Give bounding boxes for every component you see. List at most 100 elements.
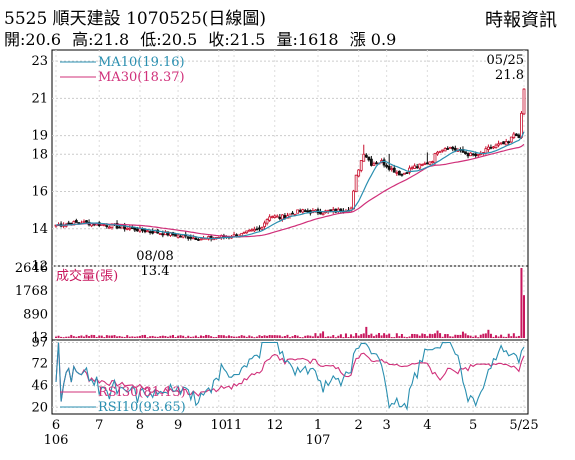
volume-bar bbox=[395, 333, 398, 338]
volume-bar bbox=[128, 336, 131, 338]
volume-bar bbox=[360, 334, 363, 338]
volume-bar bbox=[253, 337, 256, 339]
x-tick-label: 7 bbox=[95, 418, 103, 433]
volume-bar bbox=[324, 336, 327, 338]
candle-body bbox=[471, 153, 475, 156]
volume-bar bbox=[352, 336, 355, 338]
candle-body bbox=[385, 164, 389, 168]
volume-bar bbox=[205, 334, 208, 338]
volume-bar bbox=[108, 335, 111, 338]
volume-bar bbox=[520, 268, 523, 338]
candle-body bbox=[486, 146, 490, 150]
candle-body bbox=[497, 143, 500, 146]
candle-body bbox=[387, 165, 391, 170]
candle-body bbox=[118, 226, 121, 229]
volume-bar bbox=[156, 336, 159, 338]
volume-bar bbox=[334, 337, 337, 339]
volume-bar bbox=[413, 334, 416, 338]
volume-bar bbox=[169, 335, 172, 338]
candle-body bbox=[161, 233, 165, 236]
candle-body bbox=[520, 112, 523, 138]
x-tick-label: 3 bbox=[383, 418, 391, 433]
volume-bar bbox=[60, 336, 63, 338]
volume-bar bbox=[289, 337, 291, 339]
volume-bar bbox=[517, 335, 520, 338]
candle-body bbox=[108, 226, 111, 229]
volume-bar bbox=[370, 333, 373, 338]
price-tick-label: 19 bbox=[31, 129, 48, 144]
rsi30-line bbox=[55, 342, 525, 402]
candle-body bbox=[390, 168, 394, 171]
candle-body bbox=[181, 234, 185, 238]
volume-bar bbox=[472, 336, 475, 338]
volume-bar bbox=[304, 335, 307, 338]
candle-body bbox=[408, 167, 411, 173]
volume-bar bbox=[177, 335, 180, 338]
volume-bar bbox=[357, 335, 360, 338]
volume-bar bbox=[126, 335, 129, 338]
volume-bar bbox=[299, 337, 302, 339]
quote-high: 高:21.8 bbox=[72, 30, 130, 49]
volume-bar bbox=[100, 335, 103, 338]
candle-body bbox=[74, 220, 78, 223]
volume-bar bbox=[273, 335, 276, 338]
rsi-tick-label: 20 bbox=[31, 400, 48, 415]
low-value-label: 13.4 bbox=[141, 264, 170, 279]
candle-body bbox=[418, 163, 422, 169]
volume-bar bbox=[456, 334, 459, 338]
volume-bar bbox=[436, 330, 439, 338]
volume-bar bbox=[319, 333, 322, 338]
candle-body bbox=[372, 163, 376, 166]
volume-bar bbox=[408, 336, 411, 338]
volume-bar bbox=[383, 333, 386, 338]
volume-bar bbox=[444, 334, 447, 338]
ma30-line bbox=[55, 143, 525, 238]
volume-bar bbox=[215, 336, 218, 338]
volume-bar bbox=[515, 336, 518, 338]
volume-bar bbox=[103, 337, 106, 339]
volume-bar bbox=[474, 335, 477, 338]
volume-bar bbox=[57, 335, 60, 338]
volume-bar bbox=[316, 336, 319, 338]
volume-bar bbox=[479, 334, 482, 338]
candle-body bbox=[364, 154, 368, 158]
candle-body bbox=[250, 229, 254, 232]
volume-bar bbox=[510, 336, 513, 338]
candle-body bbox=[438, 150, 442, 153]
candle-body bbox=[423, 163, 427, 165]
source-label: 時報資訊 bbox=[485, 10, 557, 31]
candle-body bbox=[130, 227, 134, 229]
candle-body bbox=[484, 148, 488, 154]
volume-bar bbox=[72, 336, 75, 338]
volume-bar bbox=[189, 336, 192, 338]
volume-bar bbox=[164, 335, 167, 338]
volume-bar bbox=[378, 333, 381, 338]
candle-body bbox=[158, 233, 162, 235]
volume-bar bbox=[187, 335, 190, 338]
volume-bar bbox=[380, 335, 383, 338]
candle-body bbox=[280, 214, 284, 220]
volume-bar bbox=[121, 336, 124, 338]
volume-bar bbox=[77, 336, 80, 338]
volume-bar bbox=[55, 336, 57, 338]
volume-bar bbox=[464, 333, 467, 338]
candle-body bbox=[125, 227, 129, 230]
volume-bar bbox=[398, 336, 401, 338]
volume-bar bbox=[388, 333, 391, 338]
volume-tick-label: 890 bbox=[23, 307, 48, 322]
volume-bar bbox=[263, 335, 266, 338]
candle-body bbox=[512, 133, 516, 138]
volume-bar bbox=[93, 335, 96, 338]
volume-bar bbox=[433, 333, 436, 338]
volume-bar bbox=[512, 333, 515, 338]
volume-bar bbox=[113, 335, 116, 338]
candle-body bbox=[433, 153, 437, 164]
volume-bar bbox=[500, 334, 503, 338]
candle-body bbox=[403, 172, 406, 175]
volume-bar bbox=[144, 334, 147, 338]
volume-bar bbox=[110, 335, 113, 338]
volume-bar bbox=[199, 335, 202, 338]
candle-body bbox=[133, 227, 137, 231]
volume-bar bbox=[449, 336, 452, 338]
